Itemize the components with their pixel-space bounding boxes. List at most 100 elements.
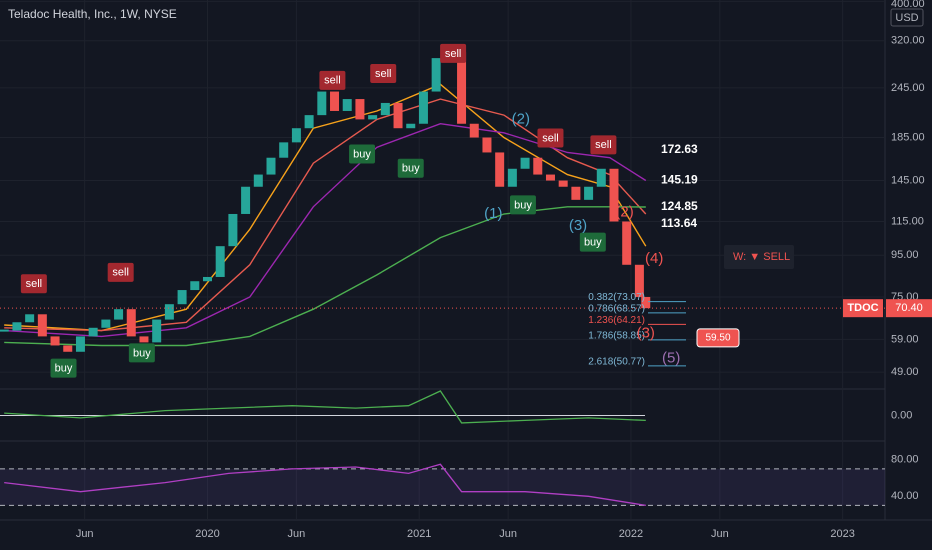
fib-label: 1.786(58.85) — [588, 330, 645, 341]
signal-text: buy — [133, 347, 151, 359]
rsi-band — [0, 468, 885, 506]
candle — [202, 276, 212, 282]
x-tick-label: 2022 — [619, 528, 643, 540]
candle — [177, 290, 187, 305]
wave-label: (3) — [637, 324, 655, 341]
candle — [355, 99, 365, 120]
candle — [545, 174, 555, 181]
candle — [304, 115, 314, 129]
signal-text: buy — [584, 237, 602, 249]
y-tick-label: 0.00 — [891, 409, 912, 421]
candle — [0, 329, 9, 332]
signal-marker — [370, 64, 397, 84]
signal-text: buy — [514, 199, 532, 211]
signal: W: ▼ SELL — [733, 251, 790, 263]
candle — [584, 186, 594, 200]
candle — [393, 102, 403, 129]
wave-label: (5) — [662, 349, 680, 366]
ma-value: 113.64 — [661, 216, 697, 230]
x-tick-label: 2023 — [830, 528, 854, 540]
candle — [279, 142, 289, 158]
candle — [101, 319, 111, 328]
ticker-box — [843, 299, 883, 318]
candle — [50, 336, 60, 346]
ma-value: 145.19 — [661, 172, 698, 186]
currency-box — [890, 8, 924, 27]
signal-marker — [319, 70, 346, 90]
moving-average — [4, 206, 646, 347]
chart-title: Teladoc Health, Inc., 1W, NYSE — [8, 7, 177, 21]
signal-text: buy — [353, 148, 371, 160]
candle — [507, 168, 517, 187]
last-price: 70.40 — [895, 302, 923, 314]
signal-text: sell — [324, 75, 341, 87]
candle — [330, 91, 340, 111]
rsi-line — [4, 463, 646, 507]
signal-marker — [397, 158, 424, 178]
target-label: 59.50 — [705, 333, 730, 344]
y-tick-label: 95.00 — [891, 249, 919, 261]
signal-marker — [50, 358, 77, 378]
candle — [622, 221, 632, 265]
fib-label: 0.382(73.07) — [588, 292, 645, 303]
price-box — [886, 299, 932, 318]
candle — [533, 157, 543, 175]
candle — [571, 186, 581, 200]
candle — [641, 296, 651, 309]
candle — [469, 123, 479, 138]
signal-text: buy — [402, 163, 420, 175]
candle — [63, 345, 73, 352]
candle — [37, 314, 47, 337]
candle — [520, 157, 530, 169]
signal-marker — [579, 232, 606, 252]
signal-text: sell — [112, 267, 129, 279]
y-tick-label: 400.00 — [891, 0, 925, 10]
candle — [418, 91, 428, 124]
fib-label: 1.236(64.21) — [588, 315, 645, 326]
ma-value: 172.63 — [661, 142, 698, 156]
candle — [342, 99, 352, 111]
y-tick-label: 59.00 — [891, 333, 919, 345]
signal-marker — [349, 144, 376, 164]
signal-text: sell — [26, 278, 43, 290]
candle — [152, 319, 162, 343]
candle — [634, 264, 644, 297]
candle — [457, 52, 467, 124]
currency: USD — [895, 12, 918, 24]
candle — [75, 336, 85, 352]
candle — [88, 327, 98, 337]
signal-text: buy — [55, 363, 73, 375]
candle — [482, 137, 492, 153]
fib-label: 0.786(68.57) — [588, 303, 645, 314]
signal-text: sell — [595, 139, 612, 151]
signal-text: sell — [542, 132, 559, 144]
y-tick-label: 145.00 — [891, 174, 925, 186]
candle — [609, 168, 619, 222]
candle — [291, 128, 301, 143]
candle — [25, 314, 35, 323]
signal-marker — [590, 135, 617, 155]
wave-label: (1) — [484, 205, 502, 222]
y-tick-label: 80.00 — [891, 454, 919, 466]
candle — [406, 123, 416, 129]
candle — [266, 157, 276, 175]
wave-label: (2) — [615, 203, 633, 220]
wave-label: (4) — [645, 250, 663, 267]
candle — [190, 281, 200, 291]
candle — [12, 322, 22, 331]
signal-marker — [128, 343, 155, 363]
signal-text: sell — [375, 68, 392, 80]
ticker: TDOC — [847, 302, 878, 314]
y-tick-label: 245.00 — [891, 82, 925, 94]
ma-value: 124.85 — [661, 199, 698, 213]
oscillator-line — [4, 390, 646, 424]
wave-label: (2) — [512, 110, 530, 127]
candle — [380, 102, 390, 116]
signal-marker — [440, 43, 467, 63]
signal-marker — [537, 128, 564, 148]
y-tick-label: 115.00 — [891, 215, 924, 227]
signal-marker — [509, 195, 536, 215]
candle — [431, 58, 441, 92]
candle — [215, 246, 225, 277]
